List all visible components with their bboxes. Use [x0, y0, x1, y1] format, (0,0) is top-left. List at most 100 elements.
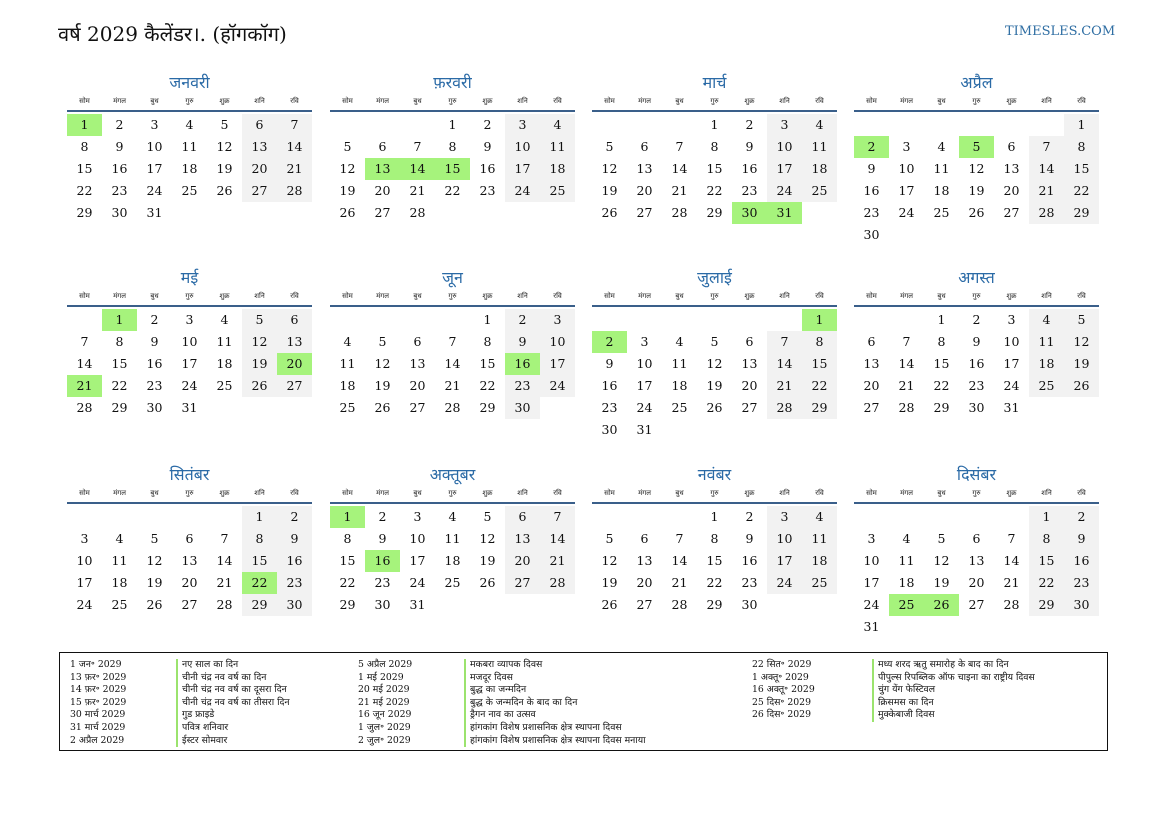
weekday-label: गुरु [185, 97, 194, 105]
day-cell: 26 [479, 575, 496, 590]
month-title: दिसंबर [956, 465, 997, 484]
holiday-name: चीनी चंद्र नव वर्ष का दूसरा दिन [176, 684, 287, 697]
day-cell: 31 [636, 422, 653, 437]
weekday-label: सोम [79, 292, 90, 300]
day-cell: 24 [146, 183, 163, 198]
weekday-label: शुक्र [744, 292, 755, 300]
day-cell: 17 [505, 158, 540, 180]
weekday-label: शुक्र [482, 97, 493, 105]
day-cell: 30 [741, 597, 758, 612]
empty-cell [435, 309, 470, 331]
day-cell: 8 [710, 531, 719, 546]
empty-cell [854, 309, 889, 331]
day-cell: 22 [339, 575, 356, 590]
day-cell: 6 [185, 531, 194, 546]
empty-cell [400, 114, 435, 136]
weekday-header: सोम मंगल बुध गुरु शुक्र शनि रवि [592, 289, 837, 307]
day-cell: 31 [409, 597, 426, 612]
day-cell: 30 [111, 205, 128, 220]
weekday-label: शुक्र [1006, 97, 1017, 105]
day-grid: 1 2 3 4 5 6 7 8 9 10 11 12 13 14 15 16 17 18 19 20 21 22 23 24 2… [592, 114, 837, 224]
day-cell: 29 [111, 400, 128, 415]
holiday-date: 1 मई 2029 [358, 671, 404, 683]
day-cell: 4 [220, 312, 229, 327]
holiday-day-cell: 2 [854, 136, 889, 158]
weekday-label: शनि [1041, 292, 1052, 300]
day-cell: 23 [1064, 572, 1099, 594]
day-grid: 1 2 3 4 5 6 7 8 9 10 11 12 13 14 15 16 17 18 19 20 21 22 23 24 2… [67, 309, 312, 419]
weekday-label: रवि [815, 292, 824, 300]
page-title: वर्ष 2029 कैलेंडर।. (हॉगकॉग) [58, 22, 287, 46]
weekday-label: गुरु [185, 292, 194, 300]
weekday-label: गुरु [448, 489, 457, 497]
day-cell: 1 [242, 506, 277, 528]
day-cell: 21 [216, 575, 233, 590]
day-cell: 9 [277, 528, 312, 550]
empty-cell [924, 114, 959, 136]
empty-cell [662, 114, 697, 136]
day-cell: 4 [343, 334, 352, 349]
weekday-label: सोम [604, 292, 615, 300]
day-cell: 18 [216, 356, 233, 371]
month-calendar: अप्रैल सोम मंगल बुध गुरु शुक्र शनि रवि 1 2 3 4 5 6 7 8 9… [854, 72, 1099, 246]
day-cell: 3 [767, 114, 802, 136]
holiday-name: बुद्ध के जन्मदिन के बाद का दिन [464, 696, 577, 710]
day-cell: 27 [242, 180, 277, 202]
day-cell: 18 [540, 158, 575, 180]
weekday-label: सोम [79, 489, 90, 497]
holiday-name: नए साल का दिन [176, 659, 238, 672]
day-cell: 4 [802, 114, 837, 136]
day-cell: 18 [1029, 353, 1064, 375]
day-cell: 12 [968, 161, 985, 176]
day-cell: 15 [933, 356, 950, 371]
weekday-header: सोम मंगल बुध गुरु शुक्र शनि रवि [592, 94, 837, 112]
day-cell: 27 [181, 597, 198, 612]
weekday-label: शनि [254, 97, 265, 105]
month-calendar: मई सोम मंगल बुध गुरु शुक्र शनि रवि 1 2 3 4 5 6 7 8 9 10 11… [67, 267, 312, 419]
weekday-label: सोम [604, 489, 615, 497]
weekday-label: गुरु [972, 489, 981, 497]
day-cell: 8 [343, 531, 352, 546]
site-link[interactable]: TIMESLES.COM [1005, 24, 1116, 39]
weekday-label: मंगल [900, 489, 913, 497]
weekday-label: गुरु [448, 292, 457, 300]
day-cell: 6 [505, 506, 540, 528]
day-cell: 16 [741, 161, 758, 176]
day-cell: 22 [1064, 180, 1099, 202]
day-cell: 25 [540, 180, 575, 202]
day-cell: 20 [968, 575, 985, 590]
holiday-day-cell: 22 [242, 572, 277, 594]
empty-cell [627, 506, 662, 528]
weekday-label: मंगल [638, 292, 651, 300]
day-cell: 5 [483, 509, 492, 524]
day-cell: 12 [242, 331, 277, 353]
day-cell: 20 [242, 158, 277, 180]
holiday-day-cell: 5 [959, 136, 994, 158]
holiday-name: हांगकांग विशेष प्रशासनिक क्षेत्र स्थापना… [464, 721, 622, 735]
day-cell: 6 [640, 531, 649, 546]
day-cell: 26 [374, 400, 391, 415]
month-title: मार्च [702, 73, 727, 92]
day-cell: 15 [111, 356, 128, 371]
holiday-date: 26 दिस॰ 2029 [752, 709, 811, 721]
day-cell: 17 [767, 550, 802, 572]
day-cell: 1 [710, 117, 719, 132]
day-cell: 16 [968, 356, 985, 371]
day-cell: 30 [601, 422, 618, 437]
day-cell: 19 [216, 161, 233, 176]
day-cell: 19 [601, 183, 618, 198]
day-cell: 29 [242, 594, 277, 616]
day-cell: 20 [181, 575, 198, 590]
day-cell: 23 [741, 575, 758, 590]
day-cell: 14 [277, 136, 312, 158]
day-cell: 16 [601, 378, 618, 393]
holiday-date: 15 फ़र॰ 2029 [70, 696, 127, 708]
empty-cell [137, 506, 172, 528]
month-title: जुलाई [697, 268, 732, 287]
month-calendar: फ़रवरी सोम मंगल बुध गुरु शुक्र शनि रवि 1 2 3 4 5 6 7 8 9… [330, 72, 575, 224]
day-cell: 25 [111, 597, 128, 612]
holiday-name: गुड फ्राइडे [176, 709, 214, 722]
day-cell: 3 [867, 531, 876, 546]
empty-cell [67, 506, 102, 528]
day-cell: 24 [863, 597, 880, 612]
